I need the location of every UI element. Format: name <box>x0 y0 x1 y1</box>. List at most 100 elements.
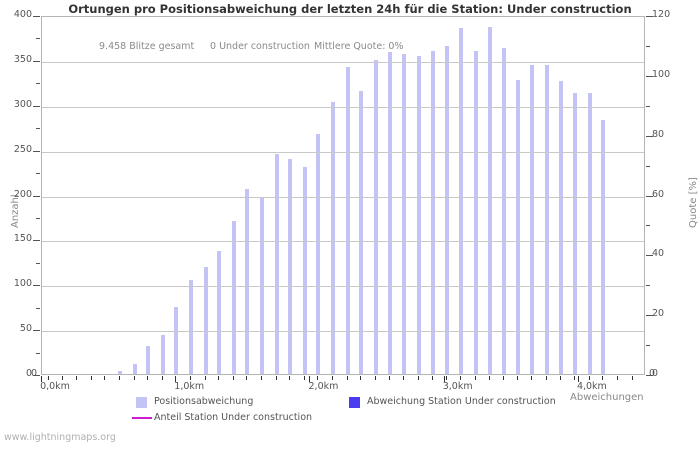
gridline <box>42 331 644 333</box>
y-axis-left-minor-tick <box>36 128 40 130</box>
y-axis-left-tick-label: 50 <box>19 323 32 335</box>
x-axis-tick <box>161 376 163 380</box>
y-axis-left-tick <box>33 150 40 152</box>
x-axis-tick <box>317 376 319 380</box>
bar <box>516 79 521 374</box>
bar <box>231 221 236 374</box>
x-axis-tick <box>246 376 248 380</box>
x-axis-zero-label-right: 0 <box>649 368 656 379</box>
x-axis-tick <box>502 376 504 380</box>
y-axis-right-minor-tick <box>646 45 650 47</box>
bar <box>174 306 179 374</box>
chart-title: Ortungen pro Positionsabweichung der let… <box>68 2 632 16</box>
y-axis-left-minor-tick <box>36 217 40 219</box>
bar <box>117 371 122 374</box>
x-axis-tick <box>75 376 77 380</box>
x-axis-tick <box>104 376 106 380</box>
y-axis-left-tick <box>33 16 40 17</box>
legend-label-abweichung-station: Abweichung Station Under construction <box>367 396 556 407</box>
x-axis-tick-label: 1,0km <box>174 381 205 392</box>
x-axis-tick <box>218 376 220 380</box>
bar <box>445 45 450 374</box>
y-axis-left-tick-label: 200 <box>13 188 32 200</box>
x-axis-tick <box>360 376 362 380</box>
y-axis-left-tick-label: 400 <box>13 9 32 20</box>
bar <box>501 48 506 374</box>
x-axis-tick-label: 0,0km <box>40 381 70 392</box>
y-axis-left-minor-tick <box>36 352 40 354</box>
y-axis-left-tick <box>33 330 40 332</box>
bar <box>160 334 165 374</box>
x-axis-tick <box>289 376 291 380</box>
x-axis-major-tick <box>443 376 445 382</box>
x-axis-tick <box>403 376 405 380</box>
y-axis-left-tick <box>33 285 40 287</box>
x-axis-tick <box>375 376 377 380</box>
y-axis-left-minor-tick <box>36 262 40 264</box>
x-axis-tick <box>261 376 263 380</box>
annotation-total-strikes: 9.458 Blitze gesamt <box>99 41 195 52</box>
y-axis-left-tick <box>33 195 40 197</box>
y-axis-right-tick-label: 120 <box>652 9 671 20</box>
legend-line-anteil-station <box>132 417 152 419</box>
x-axis-tick <box>133 376 135 380</box>
x-axis-tick <box>147 376 149 380</box>
y-axis-right-minor-tick <box>646 225 650 227</box>
x-axis-tick <box>588 376 590 380</box>
bar <box>458 27 463 374</box>
bar <box>488 26 493 374</box>
y-axis-left-minor-tick <box>36 83 40 85</box>
legend-label-positionsabweichung: Positionsabweichung <box>154 396 254 407</box>
x-axis-tick <box>489 376 491 380</box>
x-axis-tick <box>560 376 562 380</box>
x-axis-tick <box>204 376 206 380</box>
y-axis-left-tick <box>33 375 40 376</box>
x-axis-tick <box>517 376 519 380</box>
y-axis-left-tick-label: 300 <box>13 98 32 110</box>
x-axis-tick <box>474 376 476 380</box>
y-axis-left-tick-label: 0 <box>25 368 32 379</box>
x-axis-tick <box>304 376 306 380</box>
x-axis-tick <box>347 376 349 380</box>
y-axis-right-tick-label: 100 <box>652 68 671 80</box>
y-axis-left-tick <box>33 105 40 107</box>
y-axis-right-tick-label: 80 <box>652 128 665 140</box>
y-axis-left-tick-label: 100 <box>13 278 32 290</box>
x-axis-tick <box>189 376 191 380</box>
y-axis-left-tick <box>33 60 40 62</box>
bar <box>544 65 549 374</box>
bar <box>430 50 435 374</box>
legend-label-anteil-station: Anteil Station Under construction <box>154 412 313 423</box>
gridline <box>42 61 644 63</box>
gridline <box>42 151 644 153</box>
y-axis-left-minor-tick <box>36 173 40 175</box>
legend-swatch-positionsabweichung <box>136 397 147 408</box>
plot-area: 9.458 Blitze gesamt 0 Under construction… <box>41 16 645 375</box>
watermark: www.lightningmaps.org <box>4 432 116 443</box>
y-axis-right-tick <box>646 135 653 137</box>
x-axis-tick <box>602 376 604 380</box>
x-axis-major-tick <box>577 376 579 382</box>
y-axis-right-tick <box>646 315 653 317</box>
y-axis-right-minor-tick <box>646 105 650 107</box>
bar <box>146 346 151 374</box>
x-axis-tick-label: 2,0km <box>308 381 339 392</box>
y-axis-right-tick <box>646 16 653 17</box>
x-axis-tick <box>332 376 334 380</box>
x-axis-tick <box>530 376 532 380</box>
y-axis-right-tick-label: 0 <box>652 368 659 379</box>
bar <box>188 279 193 374</box>
bar <box>402 53 407 374</box>
x-axis-title: Abweichungen <box>570 392 644 403</box>
annotation-mean-quote: Mittlere Quote: 0% <box>314 41 404 52</box>
x-axis-tick <box>616 376 618 380</box>
bar <box>217 251 222 374</box>
y-axis-right-tick <box>646 195 653 197</box>
bar <box>274 154 279 374</box>
bar <box>132 364 137 374</box>
chart-legend: Positionsabweichung Abweichung Station U… <box>0 396 700 432</box>
x-axis-tick <box>446 376 448 380</box>
x-axis-zero-label-left: 0 <box>31 368 38 379</box>
x-axis-tick <box>459 376 461 380</box>
